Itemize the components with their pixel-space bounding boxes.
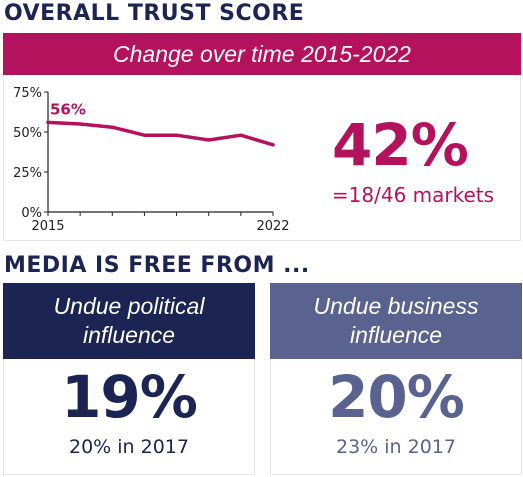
political-influence-value: 19% <box>61 363 198 431</box>
media-free-heading: MEDIA IS FREE FROM ... <box>4 253 310 278</box>
business-influence-value: 20% <box>328 363 465 431</box>
trust-line-chart: 0% 25% 50% 75% 2015 2022 56% <box>13 86 289 234</box>
overall-trust-heading: OVERALL TRUST SCORE <box>4 1 305 26</box>
business-influence-2017: 23% in 2017 <box>336 436 456 458</box>
trust-data-point <box>110 125 114 129</box>
y-tick-label: 50% <box>13 126 42 141</box>
business-influence-panel: Undue business influence 20% 23% in 2017 <box>270 283 522 475</box>
trust-data-point <box>239 133 243 137</box>
markets-count: =18/46 markets <box>331 183 495 207</box>
chart-banner: Change over time 2015-2022 <box>3 33 521 75</box>
x-tick-label: 2015 <box>31 219 64 234</box>
trust-data-point <box>46 120 50 124</box>
political-influence-title: Undue political influence <box>3 283 255 359</box>
trust-data-point <box>271 143 275 147</box>
trust-data-point <box>174 133 179 137</box>
business-influence-title: Undue business influence <box>270 283 522 359</box>
political-influence-panel: Undue political influence 19% 20% in 201… <box>3 283 255 475</box>
y-tick-label: 0% <box>21 206 42 221</box>
political-influence-2017: 20% in 2017 <box>69 436 189 458</box>
start-value-label: 56% <box>50 100 86 118</box>
trust-data-point <box>207 138 211 142</box>
trust-data-point <box>142 133 147 137</box>
trust-data-point <box>78 122 82 126</box>
trust-series-line <box>46 120 275 147</box>
y-tick-label: 75% <box>13 86 42 101</box>
y-tick-label: 25% <box>13 166 42 181</box>
overall-trust-card <box>3 75 521 241</box>
overall-trust-value: 42% <box>332 111 469 179</box>
x-tick-label: 2022 <box>256 219 289 234</box>
